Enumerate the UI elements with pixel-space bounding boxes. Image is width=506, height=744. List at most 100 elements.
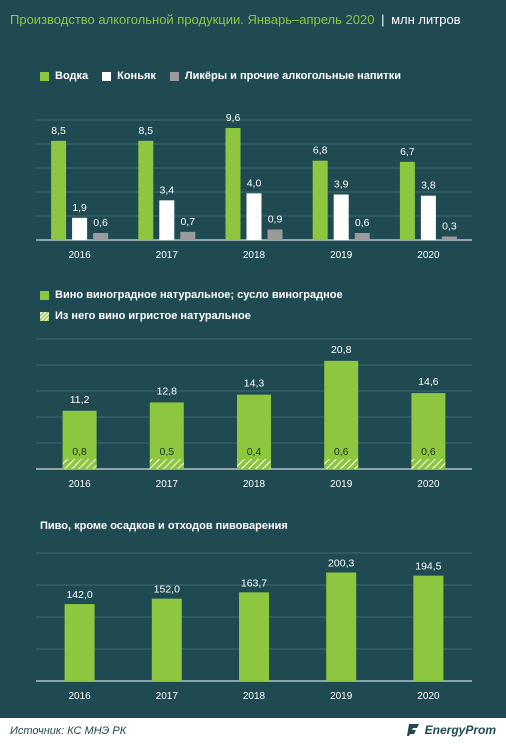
- bar: [324, 360, 359, 469]
- bar: [151, 598, 182, 681]
- x-tick-label: 2018: [243, 691, 266, 702]
- legend-item-cognac: Коньяк: [102, 70, 156, 82]
- x-tick-label: 2017: [156, 250, 179, 261]
- data-label: 9,6: [226, 112, 241, 124]
- bar: [411, 393, 446, 469]
- bar: [239, 592, 269, 681]
- data-label: 3,8: [421, 180, 436, 192]
- bar: [326, 572, 357, 681]
- data-label: 194,5: [415, 561, 441, 573]
- legend-label-cognac: Коньяк: [117, 70, 156, 82]
- bar: [225, 128, 241, 240]
- title-text: Производство алкогольной продукции. Янва…: [10, 12, 375, 27]
- bar: [399, 161, 415, 240]
- x-tick-label: 2016: [68, 479, 91, 490]
- logo: EnergyProm: [406, 722, 496, 738]
- x-tick-label: 2020: [417, 479, 440, 490]
- energyprom-logo-icon: [406, 724, 419, 736]
- data-label-sparkling: 0,6: [421, 446, 436, 458]
- bar: [312, 160, 328, 240]
- legend-label-sparkling: Из него вино игристое натуральное: [55, 310, 251, 322]
- x-tick-label: 2020: [417, 691, 440, 702]
- page-title: Производство алкогольной продукции. Янва…: [10, 12, 500, 27]
- bar: [64, 604, 95, 681]
- bar-sparkling: [237, 459, 271, 469]
- x-tick-label: 2016: [68, 250, 91, 261]
- data-label-sparkling: 0,5: [159, 446, 174, 458]
- legend-swatch-cognac: [102, 71, 112, 81]
- bar: [159, 200, 175, 240]
- data-label: 11,2: [70, 394, 90, 406]
- data-label: 0,9: [268, 214, 283, 226]
- x-tick-label: 2020: [417, 250, 440, 261]
- data-label: 142,0: [66, 589, 92, 601]
- data-label: 163,7: [241, 577, 267, 589]
- x-tick-label: 2017: [156, 691, 179, 702]
- legend-swatch-wine: [40, 290, 49, 300]
- bar: [237, 394, 271, 469]
- x-tick-label: 2017: [156, 479, 179, 490]
- data-label-sparkling: 0,4: [247, 446, 262, 458]
- source-text: Источник: КС МНЭ РК: [10, 725, 127, 737]
- chart-1: 8,5 1,9 0,6 2016 8,5 3,4 0,7 2017 9,6 4,0 0,9 2018 6…: [36, 112, 472, 261]
- bar: [138, 140, 154, 240]
- x-tick-label: 2019: [330, 691, 353, 702]
- data-label: 12,8: [157, 385, 178, 397]
- legend-chart-1: Водка Коньяк Ликёры и прочие алкогольные…: [40, 70, 415, 82]
- data-label: 8,5: [51, 125, 66, 137]
- data-label: 20,8: [331, 344, 352, 356]
- bar: [180, 231, 196, 240]
- x-tick-label: 2019: [330, 479, 353, 490]
- title-unit: млн литров: [391, 12, 461, 27]
- bar: [354, 233, 370, 240]
- data-label: 3,4: [159, 184, 174, 196]
- bar-sparkling: [62, 459, 97, 469]
- legend-label-liqueurs: Ликёры и прочие алкогольные напитки: [184, 70, 401, 82]
- data-label: 0,3: [442, 221, 457, 233]
- data-label: 8,5: [138, 125, 153, 137]
- bar: [72, 217, 88, 240]
- title-separator: |: [381, 12, 385, 27]
- data-label: 3,9: [334, 179, 349, 191]
- data-label: 152,0: [154, 584, 180, 596]
- data-label: 14,6: [418, 376, 439, 388]
- legend-swatch-sparkling: [40, 311, 49, 321]
- chart-3-title: Пиво, кроме осадков и отходов пивоварени…: [40, 520, 288, 532]
- legend-swatch-vodka: [40, 71, 49, 81]
- x-tick-label: 2018: [243, 250, 266, 261]
- data-label-sparkling: 0,6: [334, 446, 349, 458]
- data-label: 0,6: [355, 217, 370, 229]
- data-label-sparkling: 0,8: [72, 446, 87, 458]
- chart-2: 11,2 0,8 2016 12,8 0,5 2017 14,3 0,4 2018 20,8 0,6…: [36, 338, 472, 490]
- chart-3: 142,0 2016 152,0 2017 163,7 2018 200,3 2019 194,…: [36, 552, 472, 702]
- data-label: 0,7: [180, 216, 195, 228]
- bar: [51, 140, 67, 240]
- x-tick-label: 2018: [243, 479, 266, 490]
- bar: [420, 195, 436, 240]
- bar-sparkling: [149, 459, 184, 469]
- data-label: 0,6: [93, 217, 108, 229]
- bar-sparkling: [324, 459, 359, 469]
- legend-chart-2-item-2: Из него вино игристое натуральное: [40, 310, 251, 322]
- legend-item-vodka: Водка: [40, 70, 88, 82]
- legend-label-vodka: Водка: [55, 70, 89, 82]
- bar: [246, 193, 262, 240]
- legend-item-liqueurs: Ликёры и прочие алкогольные напитки: [169, 70, 401, 82]
- bar: [267, 229, 283, 240]
- data-label: 200,3: [328, 558, 354, 570]
- bar: [149, 402, 184, 469]
- x-tick-label: 2019: [330, 250, 353, 261]
- footer: Источник: КС МНЭ РК EnergyProm: [0, 718, 506, 744]
- bar: [413, 575, 444, 681]
- data-label: 6,7: [400, 146, 415, 158]
- data-label: 6,8: [313, 145, 328, 157]
- legend-label-wine: Вино виноградное натуральное; сусло вино…: [55, 289, 343, 301]
- data-label: 14,3: [244, 378, 265, 390]
- bar: [93, 233, 109, 240]
- bar: [441, 236, 457, 240]
- x-tick-label: 2016: [68, 691, 91, 702]
- bar-sparkling: [411, 459, 446, 469]
- data-label: 4,0: [247, 177, 262, 189]
- legend-swatch-liqueurs: [169, 71, 179, 81]
- data-label: 1,9: [72, 202, 87, 214]
